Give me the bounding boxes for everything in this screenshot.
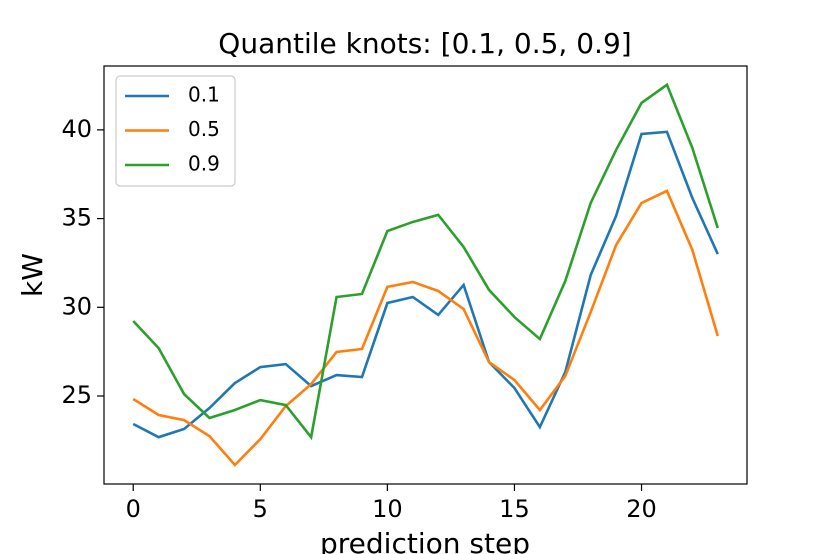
x-tick-label: 0 (126, 495, 141, 523)
x-tick-label: 20 (626, 495, 657, 523)
y-tick-label: 40 (61, 115, 92, 143)
legend-label: 0.1 (188, 83, 220, 107)
plot-frame (103, 65, 748, 485)
y-tick-label: 35 (61, 204, 92, 232)
legend-label: 0.5 (188, 117, 220, 141)
x-tick-label: 15 (499, 495, 530, 523)
chart-title: Quantile knots: [0.1, 0.5, 0.9] (218, 27, 631, 60)
x-axis-label: prediction step (320, 527, 530, 554)
x-tick-label: 10 (372, 495, 403, 523)
y-tick-label: 25 (61, 381, 92, 409)
line-series (132, 82, 720, 441)
line-series (132, 130, 719, 439)
x-tick-label: 5 (253, 495, 268, 523)
legend-box (115, 75, 236, 187)
line-series (132, 189, 720, 467)
y-tick-label: 30 (61, 292, 92, 320)
legend-label: 0.9 (188, 152, 220, 176)
y-axis-label: kW (16, 253, 49, 297)
